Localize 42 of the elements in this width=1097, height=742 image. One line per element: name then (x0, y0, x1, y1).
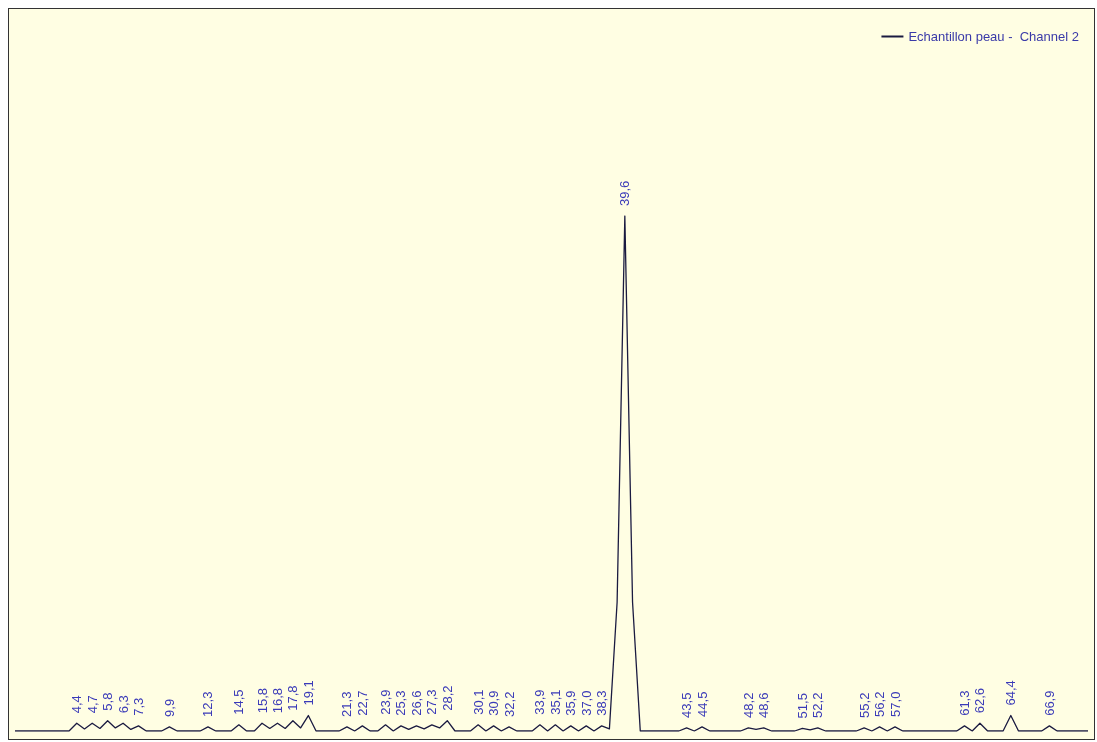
annotation: 27,3 (424, 689, 440, 715)
annotation: 51,5 (794, 693, 810, 719)
annotation: 48,2 (740, 692, 756, 718)
annotation: 5,8 (100, 692, 116, 711)
annotation: 35,9 (563, 690, 579, 716)
annotation: 12,3 (200, 691, 216, 717)
annotation: 62,6 (972, 687, 988, 714)
annotation: 4,7 (84, 695, 100, 714)
annotation: 56,2 (872, 691, 888, 717)
annotation: 66,9 (1041, 690, 1057, 716)
annotation: 9,9 (161, 698, 177, 717)
annotation: 33,9 (532, 689, 548, 715)
annotation: 23,9 (378, 689, 394, 715)
annotation: 22,7 (354, 690, 370, 716)
annotation: 21,3 (339, 691, 355, 717)
annotation: 44,5 (694, 691, 710, 717)
annotation: 37,0 (578, 690, 594, 716)
annotation: 64,4 (1003, 680, 1019, 706)
annotation: 30,9 (486, 690, 502, 716)
annotation: 55,2 (856, 692, 872, 718)
annotation: 32,2 (501, 691, 517, 717)
annotation: 14,5 (231, 689, 247, 715)
annotation: 61,3 (956, 690, 972, 716)
annotation: 19,1 (300, 680, 316, 706)
annotation: 26,6 (408, 690, 424, 716)
annotation: 35,1 (547, 689, 563, 715)
annotation: 52,2 (810, 692, 826, 718)
annotation: 38,3 (594, 690, 610, 716)
annotation: 7,3 (131, 697, 147, 716)
annotation: 48,6 (756, 692, 772, 718)
annotation: 28,2 (439, 685, 455, 711)
annotation: 6,3 (115, 695, 131, 714)
annotation: 15,8 (254, 687, 270, 714)
text: 39,6 (617, 180, 633, 206)
annotation: 16,8 (269, 687, 285, 714)
annotation: 17,8 (285, 685, 301, 711)
annotation: 4,4 (69, 695, 85, 714)
annotation: 43,5 (679, 692, 695, 718)
annotation: 57,0 (887, 691, 903, 717)
annotation: 25,3 (393, 690, 409, 716)
legend-label: Echantillon peau - Channel 2 (908, 29, 1079, 44)
annotation: 30,1 (470, 689, 486, 715)
